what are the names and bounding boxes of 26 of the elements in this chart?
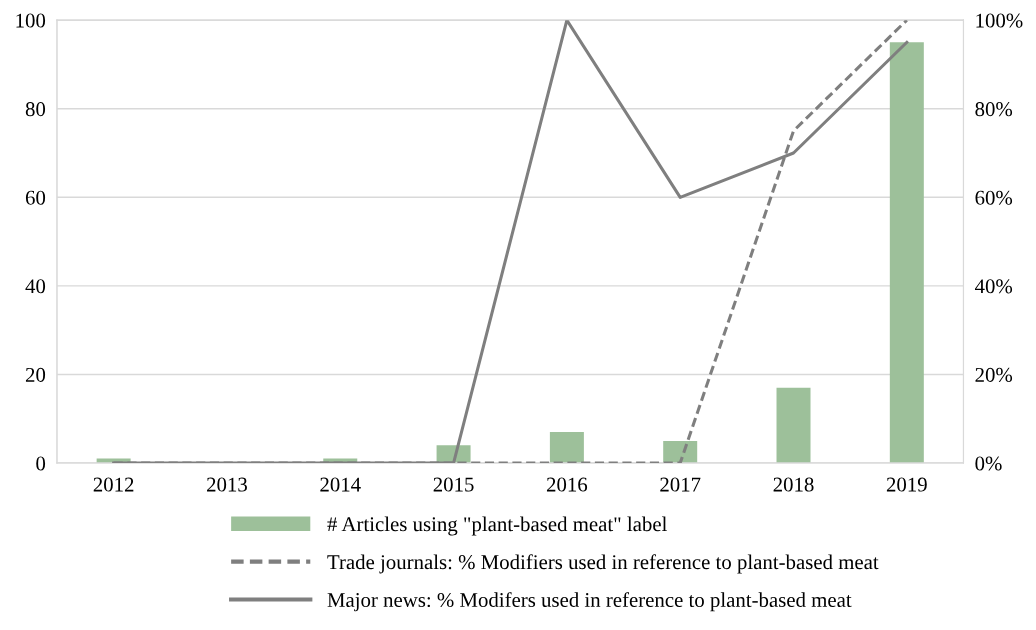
y-tick-label: 100 [16,13,46,28]
y-tick-label: 40 [25,279,46,294]
x-tick-label: 2018 [773,477,814,492]
y-tick-label: 80 [25,102,46,117]
y-tick-label: 60 [25,190,46,205]
bar [889,42,924,464]
legend-label: Major news: % Modifers used in reference to plant-based meat [327,592,852,612]
y2-tick-label: 40% [975,279,1013,294]
bar [776,387,811,464]
x-tick-label: 2012 [93,477,134,492]
y2-tick-label: 100% [976,13,1023,28]
x-tick-label: 2017 [660,477,701,492]
y2-tick-label: 20% [975,367,1013,382]
y2-tick-label: 0% [975,456,1002,471]
x-tick-label: 2015 [433,477,474,492]
y2-tick-label: 80% [975,102,1013,117]
y-tick-label: 20 [25,367,46,382]
y-tick-label: 0 [36,456,46,471]
bar [549,432,584,464]
legend-label: Trade journals: % Modifiers used in reference to plant-based meat [327,554,879,574]
x-tick-label: 2019 [886,477,927,492]
x-tick-label: 2014 [320,477,361,492]
x-tick-label: 2013 [207,477,247,492]
y2-tick-label: 60% [975,190,1013,205]
legend-label: # Articles using "plant-based meat" label [327,516,667,536]
x-tick-label: 2016 [546,477,588,492]
